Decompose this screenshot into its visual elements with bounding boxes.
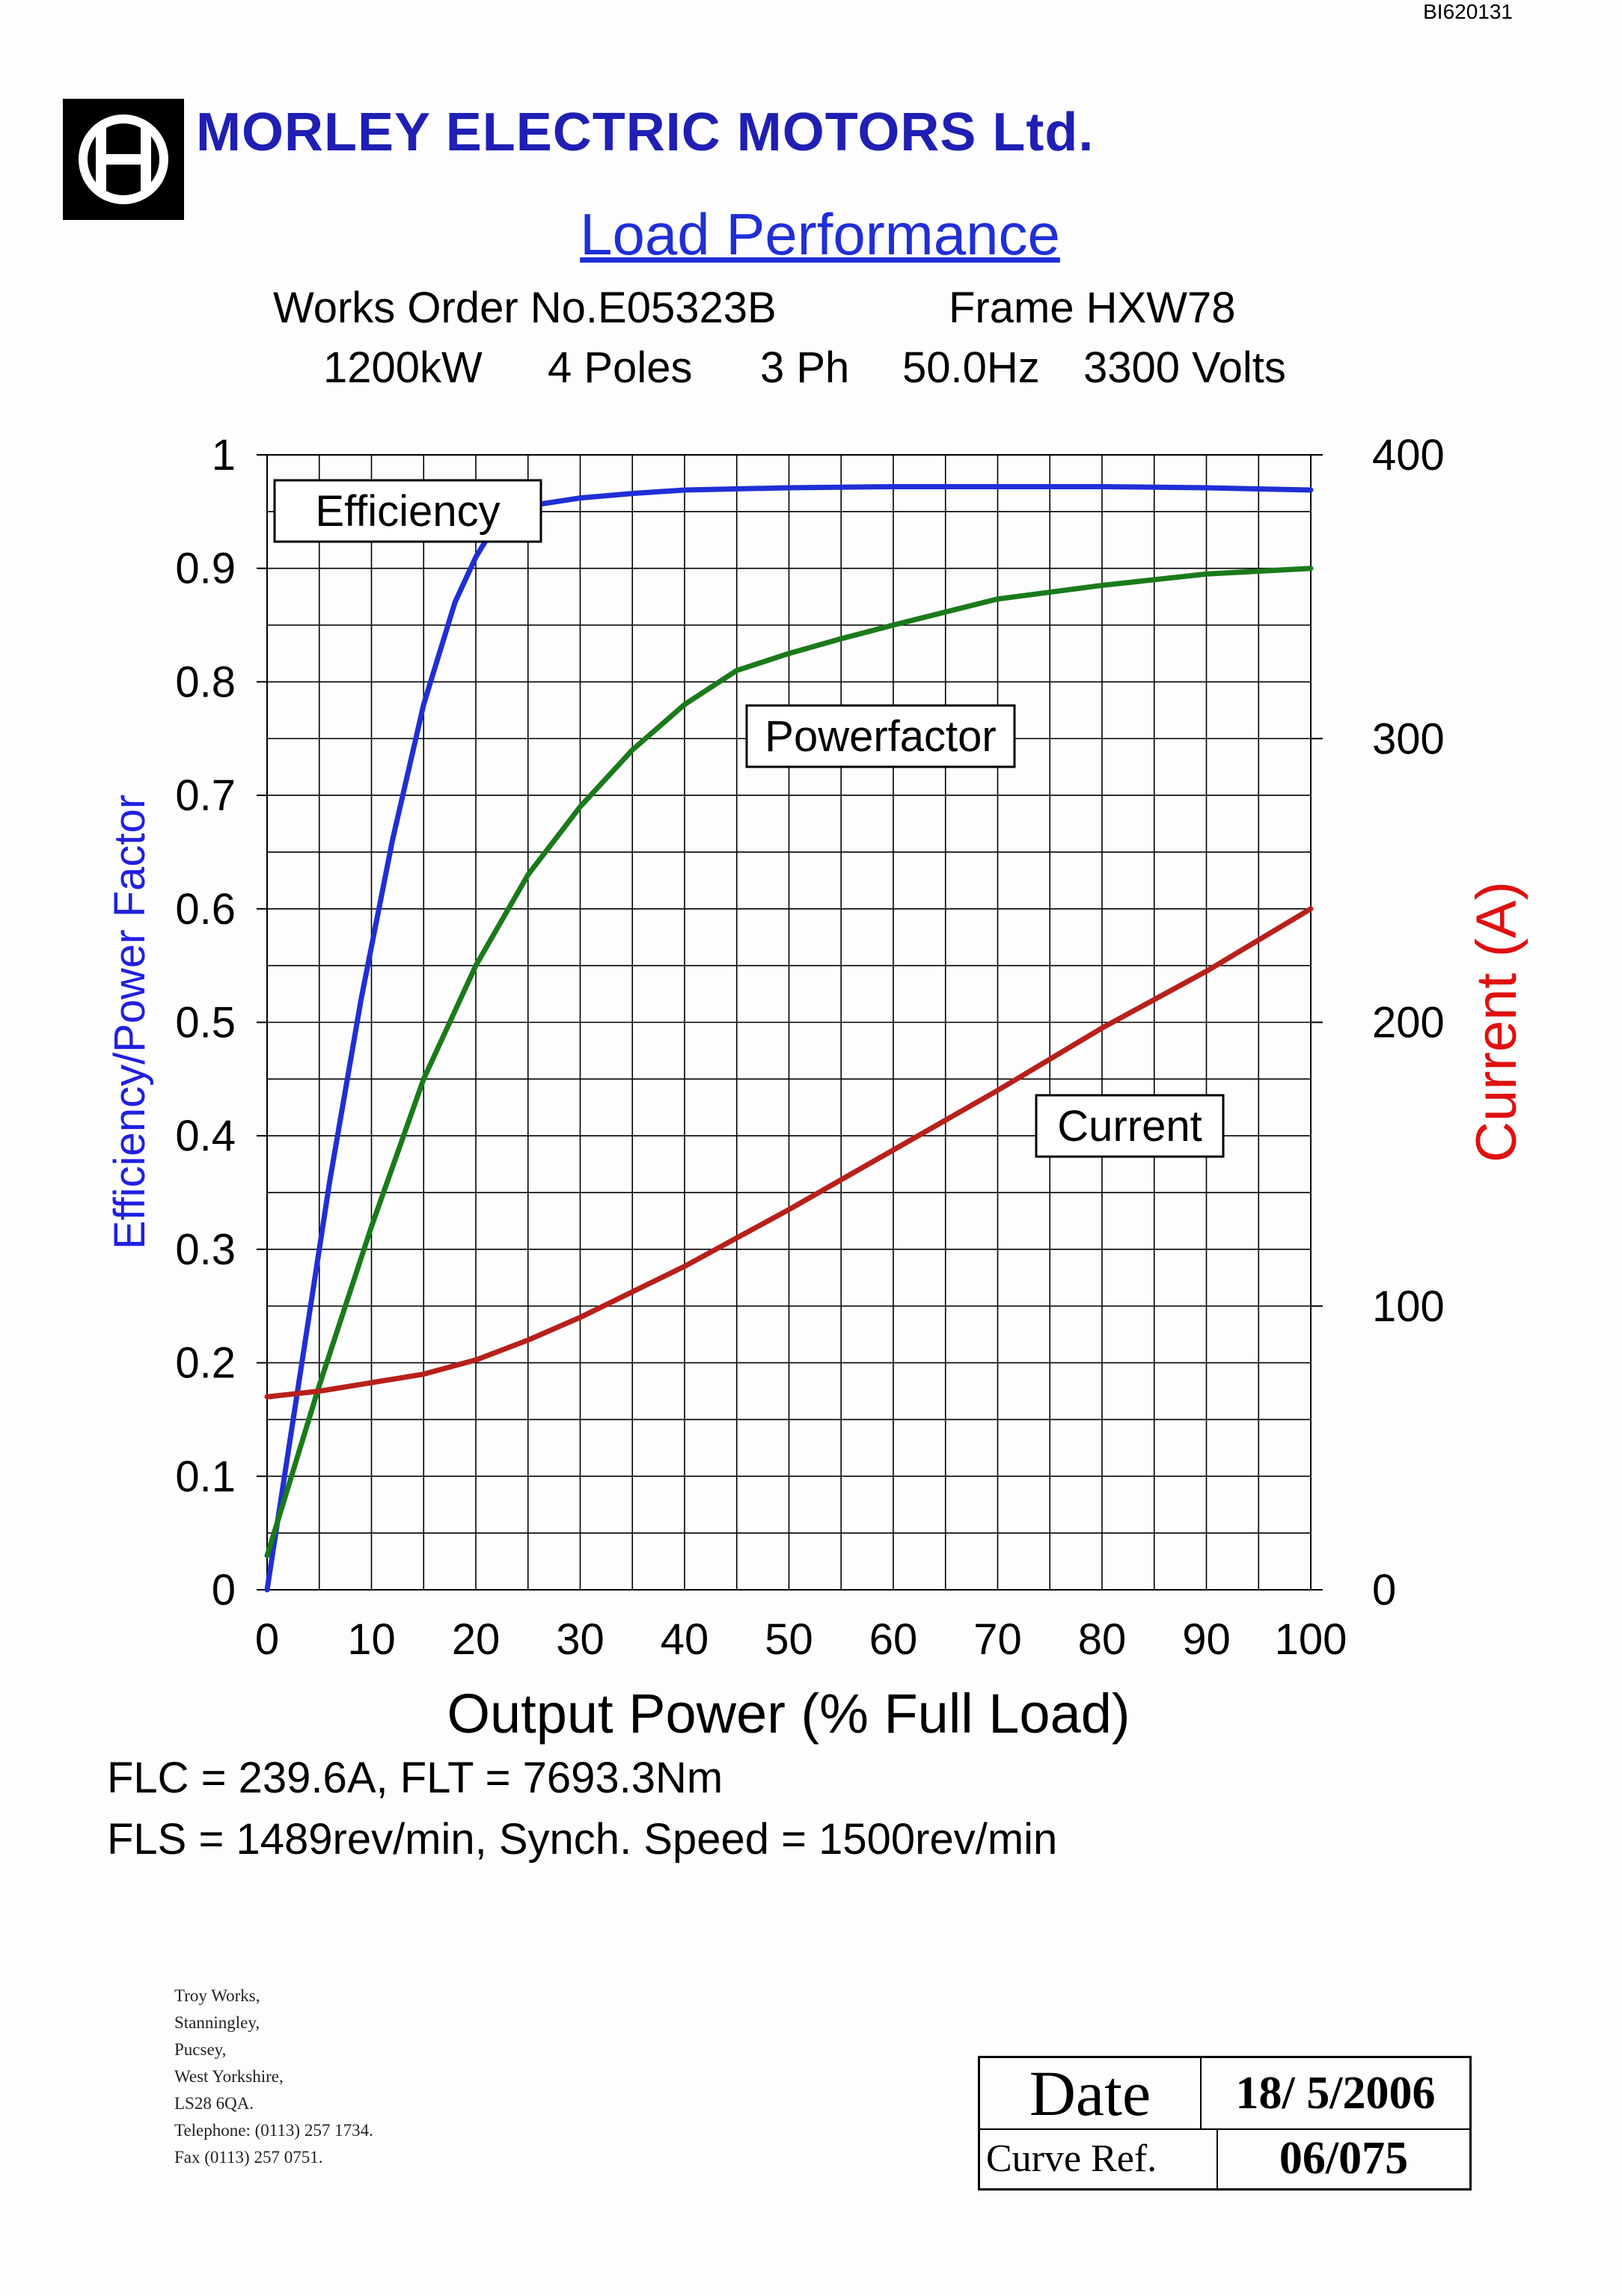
y-right-tick-label: 300 [1372,714,1445,763]
annotation-label-efficiency: Efficiency [315,487,500,536]
y-left-tick-label: 0.8 [175,658,236,706]
x-tick-label: 10 [347,1615,396,1664]
curve-info-box: Date 18/ 5/2006 Curve Ref. 06/075 [978,2056,1472,2191]
y-right-tick-label: 400 [1372,431,1445,480]
series-line-current [264,906,1314,1400]
rating-phase: 3 Ph [760,343,850,392]
y-left-tick-label: 0.2 [175,1339,236,1388]
date-row: Date 18/ 5/2006 [980,2057,1469,2130]
company-address: Troy Works, Stanningley, Pucsey, West Yo… [174,1983,373,2171]
rating-power: 1200kW [323,343,483,392]
page-title: Load Performance [0,200,1622,269]
x-tick-label: 50 [765,1615,813,1664]
series-line-powerfactor [264,566,1314,1558]
y-left-tick-label: 1 [212,431,236,480]
y-left-tick-label: 0.1 [175,1452,236,1501]
y-left-tick-label: 0.3 [175,1225,236,1274]
company-name: MORLEY ELECTRIC MOTORS Ltd. [196,102,1095,162]
y-left-tick-label: 0.6 [175,885,236,934]
document-reference: BI620131 [1423,0,1513,23]
telephone: Telephone: (0113) 257 1734. [174,2121,373,2140]
x-tick-label: 90 [1182,1615,1231,1664]
series-annotations: Efficiency Powerfactor Current [273,479,1225,1158]
address-line: LS28 6QA. [174,2094,254,2113]
chart-grid [257,454,1323,1591]
x-tick-label: 80 [1078,1615,1127,1664]
annotation-label-current: Current [1057,1102,1202,1151]
y-left-tick-label: 0.9 [175,545,236,593]
x-tick-label: 30 [556,1615,605,1664]
works-order: Works Order No.E05323B [273,284,777,332]
y-right-tick-label: 100 [1372,1282,1445,1331]
y-right-tick-label: 0 [1372,1566,1396,1614]
x-tick-label: 60 [869,1615,918,1664]
y-left-tick-label: 0.4 [175,1112,236,1160]
load-performance-chart: 0 10 20 30 40 50 60 70 80 90 10000.10.20.30.40.50.… [105,431,1528,1745]
address-line: Troy Works, [174,1986,260,2005]
fax: Fax (0113) 257 0751. [174,2148,323,2167]
flc-flt-note: FLC = 239.6A, FLT = 7693.3Nm [107,1754,723,1802]
x-tick-label: 100 [1275,1615,1347,1664]
curve-ref-label: Curve Ref. [980,2128,1218,2188]
address-line: West Yorkshire, [174,2067,284,2086]
company-logo [63,99,184,220]
annotation-box-current [1035,1094,1225,1158]
x-tick-label: 20 [452,1615,501,1664]
y-left-tick-label: 0.7 [175,771,236,820]
annotation-label-powerfactor: Powerfactor [765,712,996,761]
x-tick-label: 40 [661,1615,709,1664]
y-left-tick-label: 0 [212,1566,236,1614]
address-line: Stanningley, [174,2013,260,2032]
title-text: Load Performance [580,201,1060,267]
rating-frequency: 50.0Hz [902,343,1040,392]
frame: Frame HXW78 [949,284,1236,332]
x-axis-label: Output Power (% Full Load) [447,1683,1130,1745]
tick-labels: 0 10 20 30 40 50 60 70 80 90 10000.10.20.30.40.50.… [175,431,1444,1664]
curve-ref-value: 06/075 [1279,2132,1409,2184]
annotation-box-powerfactor [745,704,1016,768]
rating-poles: 4 Poles [548,343,693,392]
date-value: 18/ 5/2006 [1235,2067,1436,2119]
x-tick-label: 70 [973,1615,1022,1664]
y-axis-right-label: Current (A) [1465,881,1528,1163]
curve-ref-row: Curve Ref. 06/075 [980,2128,1469,2188]
y-axis-left-label: Efficiency/Power Factor [105,795,154,1249]
date-label: Date [980,2057,1202,2129]
y-left-tick-label: 0.5 [175,999,236,1047]
y-right-tick-label: 200 [1372,999,1445,1047]
annotation-box-efficiency [273,479,542,543]
plot-frame [266,454,1312,1591]
fls-synch-note: FLS = 1489rev/min, Synch. Speed = 1500re… [107,1815,1058,1864]
rating-voltage: 3300 Volts [1083,343,1286,392]
address-line: Pucsey, [174,2040,227,2059]
x-tick-label: 0 [255,1615,279,1664]
